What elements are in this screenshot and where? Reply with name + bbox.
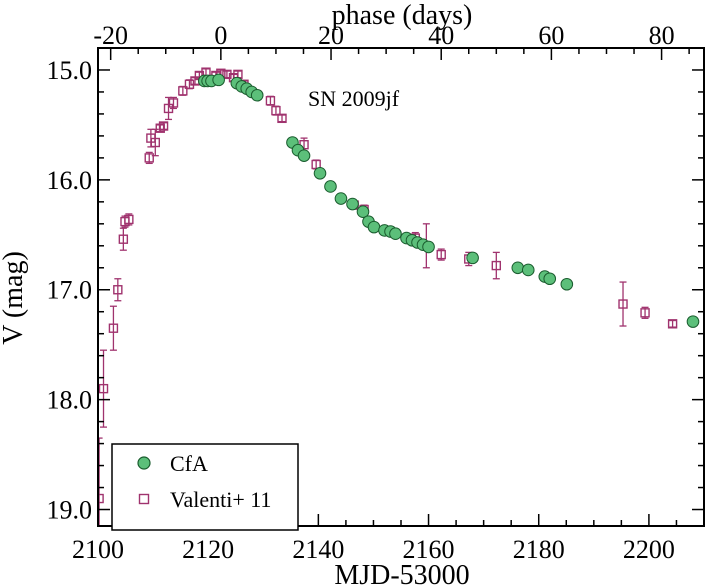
valenti-point-26 <box>271 105 281 116</box>
phase-tick-label-2: 20 <box>318 21 344 50</box>
cfa-point-32 <box>560 277 574 291</box>
cfa-point-8 <box>250 88 264 102</box>
x-tick-label-1: 2120 <box>182 535 234 564</box>
x-axis-label: MJD-53000 <box>334 560 469 587</box>
legend-marker-cfa <box>137 456 151 470</box>
cfa-point-18 <box>367 220 381 234</box>
valenti-point-35 <box>436 249 446 260</box>
y-tick-label-4: 19.0 <box>47 496 93 525</box>
valenti-point-39 <box>640 308 650 318</box>
top-axis-label: phase (days) <box>332 0 473 31</box>
legend-label-cfa: CfA <box>170 451 208 476</box>
cfa-point-33 <box>686 315 700 328</box>
y-tick-label-3: 18.0 <box>47 386 93 415</box>
x-tick-label-0: 2100 <box>72 535 124 564</box>
phase-tick-label-5: 80 <box>649 21 675 50</box>
valenti-point-38 <box>618 299 628 309</box>
cfa-point-31 <box>543 272 557 286</box>
annotation-label: SN 2009jf <box>308 86 400 111</box>
valenti-point-2 <box>108 323 119 333</box>
valenti-point-3 <box>113 285 123 295</box>
cfa-point-15 <box>346 197 359 211</box>
cfa-point-14 <box>334 192 348 205</box>
cfa-point-16 <box>356 205 370 219</box>
cfa-point-29 <box>521 263 535 277</box>
x-tick-label-5: 2200 <box>623 535 675 564</box>
valenti-point-37 <box>491 260 502 271</box>
y-axis-label: V (mag) <box>0 251 29 345</box>
cfa-point-3 <box>212 73 225 87</box>
valenti-point-11 <box>158 121 169 131</box>
y-tick-label-2: 17.0 <box>47 276 93 305</box>
valenti-point-0 <box>98 493 104 504</box>
x-tick-label-2: 2140 <box>292 535 344 564</box>
valenti-point-1 <box>98 383 109 394</box>
legend-label-valenti: Valenti+ 11 <box>170 487 271 512</box>
plot-area <box>98 67 700 526</box>
x-tick-label-3: 2160 <box>403 535 455 564</box>
valenti-point-27 <box>277 113 287 124</box>
cfa-point-27 <box>466 251 479 265</box>
valenti-point-40 <box>667 319 678 329</box>
cfa-point-12 <box>313 166 327 180</box>
valenti-point-4 <box>118 234 129 244</box>
legend: CfA Valenti+ 11 <box>111 443 299 531</box>
y-tick-label-0: 15.0 <box>47 56 93 85</box>
valenti-point-9 <box>150 137 160 148</box>
valenti-point-14 <box>178 86 188 96</box>
valenti-point-6 <box>124 214 134 225</box>
phase-tick-label-4: 60 <box>538 21 564 50</box>
phase-tick-label-0: -20 <box>93 21 128 50</box>
valenti-point-13 <box>168 98 179 108</box>
x-tick-label-4: 2180 <box>513 535 565 564</box>
phase-tick-label-3: 40 <box>428 21 454 50</box>
cfa-point-13 <box>324 180 337 193</box>
valenti-point-7 <box>144 153 154 163</box>
legend-marker-valenti <box>138 493 150 505</box>
phase-tick-label-1: 0 <box>214 21 227 50</box>
valenti-point-25 <box>265 96 276 106</box>
cfa-point-28 <box>511 261 525 275</box>
y-tick-label-1: 16.0 <box>47 166 93 195</box>
cfa-point-11 <box>297 149 311 162</box>
data-layer <box>98 67 700 526</box>
axes: 2100 2120 2140 2160 2180 2200 -20 0 20 40 60 80 15.0… <box>47 21 705 564</box>
cfa-point-21 <box>389 227 402 241</box>
cfa-point-26 <box>422 240 435 254</box>
